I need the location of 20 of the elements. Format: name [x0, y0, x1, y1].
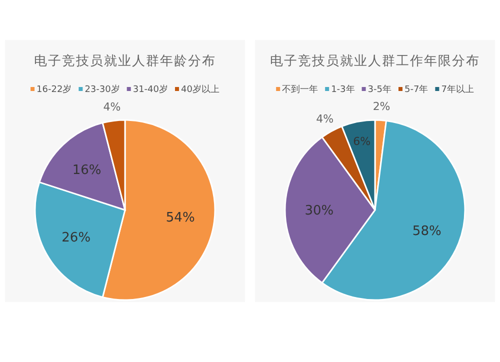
legend-label: 不到一年 — [282, 84, 318, 95]
legend-label: 5-7年 — [404, 84, 428, 95]
legend-label: 3-5年 — [368, 84, 392, 95]
data-label: 4% — [103, 100, 121, 114]
data-label: 54% — [166, 210, 195, 226]
data-label: 26% — [62, 230, 91, 246]
data-label: 2% — [372, 100, 390, 114]
legend-label: 1-3年 — [331, 84, 355, 95]
data-label: 58% — [412, 224, 442, 240]
legend-label: 23-30岁 — [84, 84, 120, 95]
chart-title: 电子竞技员就业人群工作年限分布 — [270, 54, 480, 69]
legend-label: 31-40岁 — [132, 84, 168, 95]
data-label: 30% — [304, 204, 334, 219]
legend-label: 16-22岁 — [36, 84, 72, 95]
data-label: 16% — [72, 162, 102, 178]
legend-label: 40岁以上 — [181, 84, 220, 95]
chart-title: 电子竞技员就业人群年龄分布 — [34, 54, 216, 69]
data-label: 6% — [353, 134, 371, 148]
legend-label: 7年以上 — [441, 84, 474, 95]
data-label: 4% — [316, 112, 334, 126]
